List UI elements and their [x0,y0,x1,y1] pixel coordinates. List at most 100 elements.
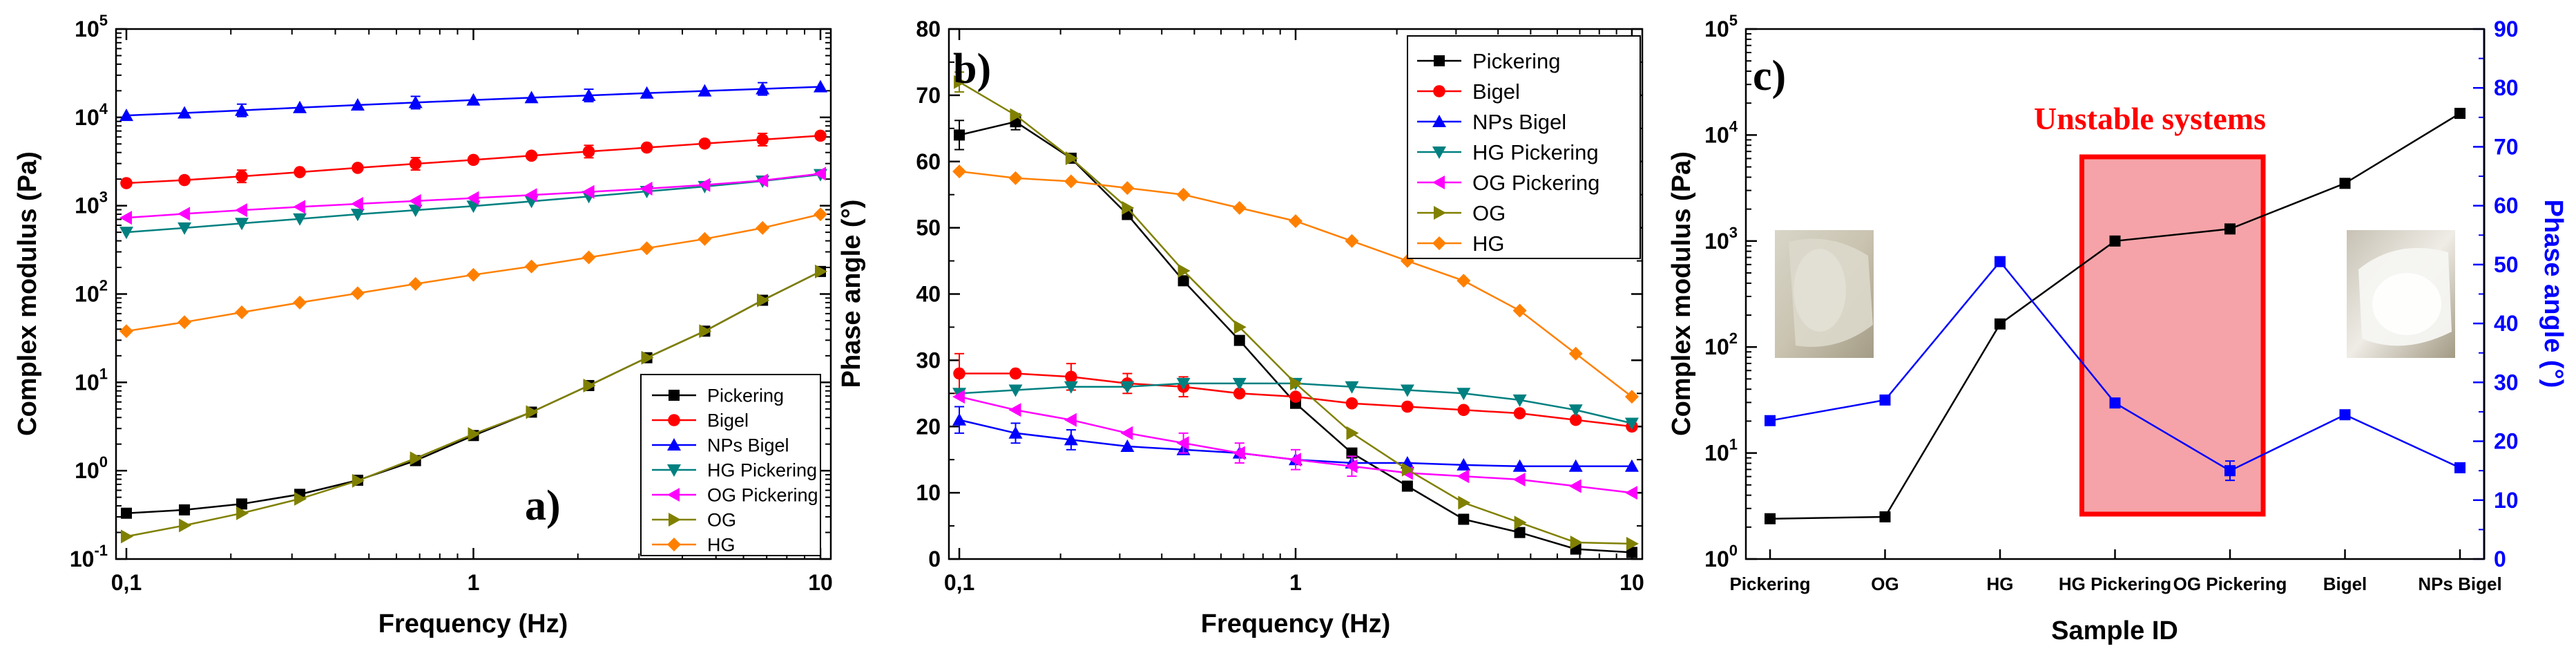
panel-a: 0,1 1 10 10-1 100 101 102 103 104 105 Frequency (… [13,12,833,638]
series-phase-angle [1765,256,2466,482]
legend-label: HG Pickering [707,460,817,481]
data-point [1010,108,1023,122]
data-point [2454,108,2466,120]
data-point [1008,384,1023,397]
data-point [350,98,365,111]
panel-b-label: b) [953,46,991,93]
y-tick-label: 60 [916,149,941,174]
data-point [1008,426,1023,439]
legend-marker [1432,236,1446,250]
series-hg-pickering [119,169,827,240]
legend-marker [667,538,681,551]
y-tick-label: 105 [1704,12,1738,41]
y2-tick-label: 30 [2494,370,2519,395]
series-bigel [953,352,1638,433]
y-tick-label: 100 [75,453,108,483]
legend-item-og-pickering: OG Pickering [1417,171,1599,195]
data-point [954,129,965,141]
legend-item-bigel: Bigel [652,410,749,431]
legend-label: OG [1472,201,1506,225]
data-point [1176,187,1191,202]
data-point [1512,303,1527,318]
panel-b-legend: Pickering Bigel NPs Bigel HG Pickering OG Pi… [1407,35,1641,259]
y-tick-label: 0 [928,547,941,571]
unstable-systems-box [2079,154,2266,517]
legend-label: HG [1472,231,1505,256]
data-point [641,350,654,365]
legend-item-pickering: Pickering [1417,49,1561,73]
legend-item-bigel: Bigel [1417,79,1520,104]
data-point [235,305,249,319]
data-point [468,427,481,442]
data-point [352,473,365,488]
data-point [1008,403,1021,417]
x-tick-label: 1 [1289,570,1302,595]
y-tick-label: 102 [75,277,108,307]
data-point [1345,459,1358,473]
data-point [119,227,133,240]
data-point [698,84,712,97]
y-tick-label: 50 [916,216,941,240]
data-point [293,295,307,310]
legend-item-nps-bigel: NPs Bigel [1417,110,1566,134]
data-point [179,504,191,515]
legend-item-nps-bigel: NPs Bigel [652,435,789,456]
data-point [1009,367,1022,380]
data-point [410,451,423,466]
panel-a-y-axis-title: Complex modulus (Pa) [13,151,42,436]
data-point [1457,469,1470,484]
panel-c-y2-axis-title: Phase angle (°) [2539,200,2568,388]
data-point [1176,377,1191,390]
data-point [1064,381,1078,394]
data-point [1065,370,1077,384]
legend-label: OG Pickering [1472,171,1599,195]
photo-unstable-emulsion [1775,230,1874,358]
data-point [1624,417,1639,430]
data-point [2454,462,2466,473]
data-point [1233,334,1245,346]
data-point [1233,320,1247,334]
data-point [524,259,539,274]
series-hg [952,164,1639,404]
data-point [814,167,826,181]
unstable-systems-label: Unstable systems [2034,101,2266,136]
y-tick-label: 104 [1704,117,1738,147]
y-tick-label: 70 [916,83,941,108]
legend-item-pickering: Pickering [652,386,784,406]
data-point [1008,171,1023,185]
data-point [235,218,249,231]
legend-marker [1432,115,1446,127]
category-label-pickering: Pickering [1729,574,1810,594]
data-point [1401,462,1414,477]
data-point [119,324,133,339]
data-point [2224,223,2236,235]
data-point [814,129,827,142]
panel-c-x-axis-title: Sample ID [2051,616,2178,645]
series-og [121,264,827,544]
y2-tick-label: 50 [2494,252,2519,277]
data-point [1345,397,1358,410]
y-tick-label: 10 [916,480,941,505]
data-point [179,518,192,533]
data-point [466,93,481,106]
panel-a-label: a) [525,482,561,529]
data-point [1346,426,1359,440]
panel-c-y-axis-title: Complex modulus (Pa) [1667,151,1696,436]
data-point [177,315,192,330]
data-point [1457,388,1471,401]
data-point [119,211,132,225]
data-point [1233,387,1246,400]
series-complex-modulus [1765,108,2466,524]
y-tick-label: 40 [916,282,941,307]
category-label-og-pickering: OG Pickering [2173,574,2287,594]
legend-label: Pickering [707,386,784,406]
series-bigel [120,129,827,189]
legend-label: NPs Bigel [1472,110,1566,134]
data-point [293,100,307,113]
data-point [952,164,967,179]
y-tick-label: 20 [916,414,941,439]
legend-item-og: OG [652,510,736,531]
data-point [293,213,307,226]
data-point [236,170,248,182]
